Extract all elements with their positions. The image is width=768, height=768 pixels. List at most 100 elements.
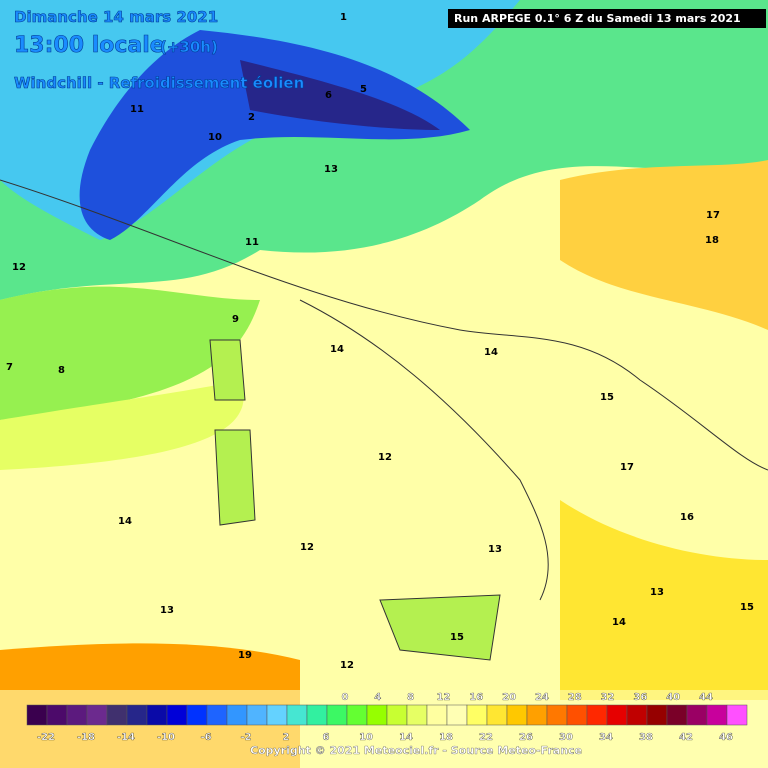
contour-label: 2: [248, 112, 255, 123]
colorbar-top-label: 24: [535, 692, 549, 703]
color-swatch: [646, 704, 668, 726]
contour-label: 13: [324, 164, 338, 175]
colorbar-bottom-label: -18: [77, 732, 95, 743]
colorbar-top-label: 44: [699, 692, 713, 703]
color-swatch: [166, 704, 188, 726]
colorbar-top-label: 12: [436, 692, 450, 703]
contour-label: 19: [238, 650, 252, 661]
color-swatch: [406, 704, 428, 726]
colorbar-top-label: 28: [568, 692, 582, 703]
color-swatch: [546, 704, 568, 726]
contour-label: 8: [58, 365, 65, 376]
color-swatch: [306, 704, 328, 726]
contour-label: 18: [705, 235, 719, 246]
colorbar-top-label: 40: [666, 692, 680, 703]
contour-label: 14: [612, 617, 626, 628]
color-swatch: [86, 704, 108, 726]
color-swatch: [186, 704, 208, 726]
color-swatch: [326, 704, 348, 726]
color-swatch: [146, 704, 168, 726]
contour-label: 14: [484, 347, 498, 358]
color-swatch: [566, 704, 588, 726]
colorbar-bottom-label: 6: [323, 732, 330, 743]
contour-label: 13: [160, 605, 174, 616]
contour-label: 12: [340, 660, 354, 671]
contour-label: 7: [6, 362, 13, 373]
contour-label: 17: [706, 210, 720, 221]
contour-label: 13: [488, 544, 502, 555]
contour-label: 17: [620, 462, 634, 473]
contour-label: 12: [12, 262, 26, 273]
color-swatch: [526, 704, 548, 726]
contour-label: 15: [740, 602, 754, 613]
color-swatch: [66, 704, 88, 726]
colorbar-bottom-label: -22: [37, 732, 55, 743]
color-swatch: [46, 704, 68, 726]
contour-label: 14: [330, 344, 344, 355]
color-swatch: [486, 704, 508, 726]
run-box: [448, 9, 766, 28]
colorbar-bottom-label: 30: [559, 732, 573, 743]
date: Dimanche 14 mars 2021: [14, 8, 218, 26]
subtitle: Windchill - Refroidissement éolien: [14, 74, 304, 92]
warm-zone: [560, 500, 768, 700]
color-swatch: [426, 704, 448, 726]
color-swatch: [266, 704, 288, 726]
colorbar-bottom-label: 18: [439, 732, 453, 743]
color-swatch: [126, 704, 148, 726]
color-swatch: [606, 704, 628, 726]
colorbar-bottom-label: 10: [359, 732, 373, 743]
contour-label: 12: [378, 452, 392, 463]
yellow-green-zone: [0, 380, 244, 470]
color-swatch: [686, 704, 708, 726]
time: 13:00 locale: [14, 33, 165, 58]
contour-label: 13: [650, 587, 664, 598]
copyright: Copyright © 2021 Meteociel.fr - Source M…: [250, 744, 582, 757]
contour-label: 5: [360, 84, 367, 95]
colorbar-bottom-label: 2: [283, 732, 290, 743]
lead: (+30h): [160, 38, 218, 56]
contour-label: 15: [600, 392, 614, 403]
colorbar-bottom-label: -6: [200, 732, 211, 743]
colorbar-bottom-label: -10: [157, 732, 175, 743]
run-info: Run ARPEGE 0.1° 6 Z du Samedi 13 mars 20…: [454, 12, 741, 25]
color-swatch: [726, 704, 748, 726]
colorbar-top-label: 16: [469, 692, 483, 703]
color-swatch: [366, 704, 388, 726]
island: [209, 339, 501, 661]
cold-core: [79, 30, 470, 240]
color-swatch: [586, 704, 608, 726]
colorbar-bottom-label: 38: [639, 732, 653, 743]
colorbar-bottom-label: 46: [719, 732, 733, 743]
coldest-core: [240, 60, 440, 130]
color-swatch: [706, 704, 728, 726]
contour-label: 12: [300, 542, 314, 553]
color-swatch: [226, 704, 248, 726]
colorbar-top-label: 4: [374, 692, 381, 703]
color-swatch: [206, 704, 228, 726]
color-swatch: [506, 704, 528, 726]
colorbar-top-label: 36: [633, 692, 647, 703]
color-swatch: [446, 704, 468, 726]
contour-label: 15: [450, 632, 464, 643]
colorbar-top-label: 0: [342, 692, 349, 703]
contour-label: 10: [208, 132, 222, 143]
colorbar-bottom-label: 34: [599, 732, 613, 743]
color-swatch: [386, 704, 408, 726]
color-swatch: [666, 704, 688, 726]
colorbar-bottom-label: 14: [399, 732, 413, 743]
color-swatch: [246, 704, 268, 726]
contour-label: 1: [340, 12, 347, 23]
colorbar-bottom-label: -2: [240, 732, 251, 743]
coastline: [299, 299, 549, 601]
color-swatch: [626, 704, 648, 726]
contour-label: 14: [118, 516, 132, 527]
contour-label: 16: [680, 512, 694, 523]
coastline: [0, 179, 768, 471]
contour-label: 11: [130, 104, 144, 115]
colorbar-bottom-label: 26: [519, 732, 533, 743]
warm-zone: [560, 160, 768, 330]
legend-background: [0, 690, 768, 768]
